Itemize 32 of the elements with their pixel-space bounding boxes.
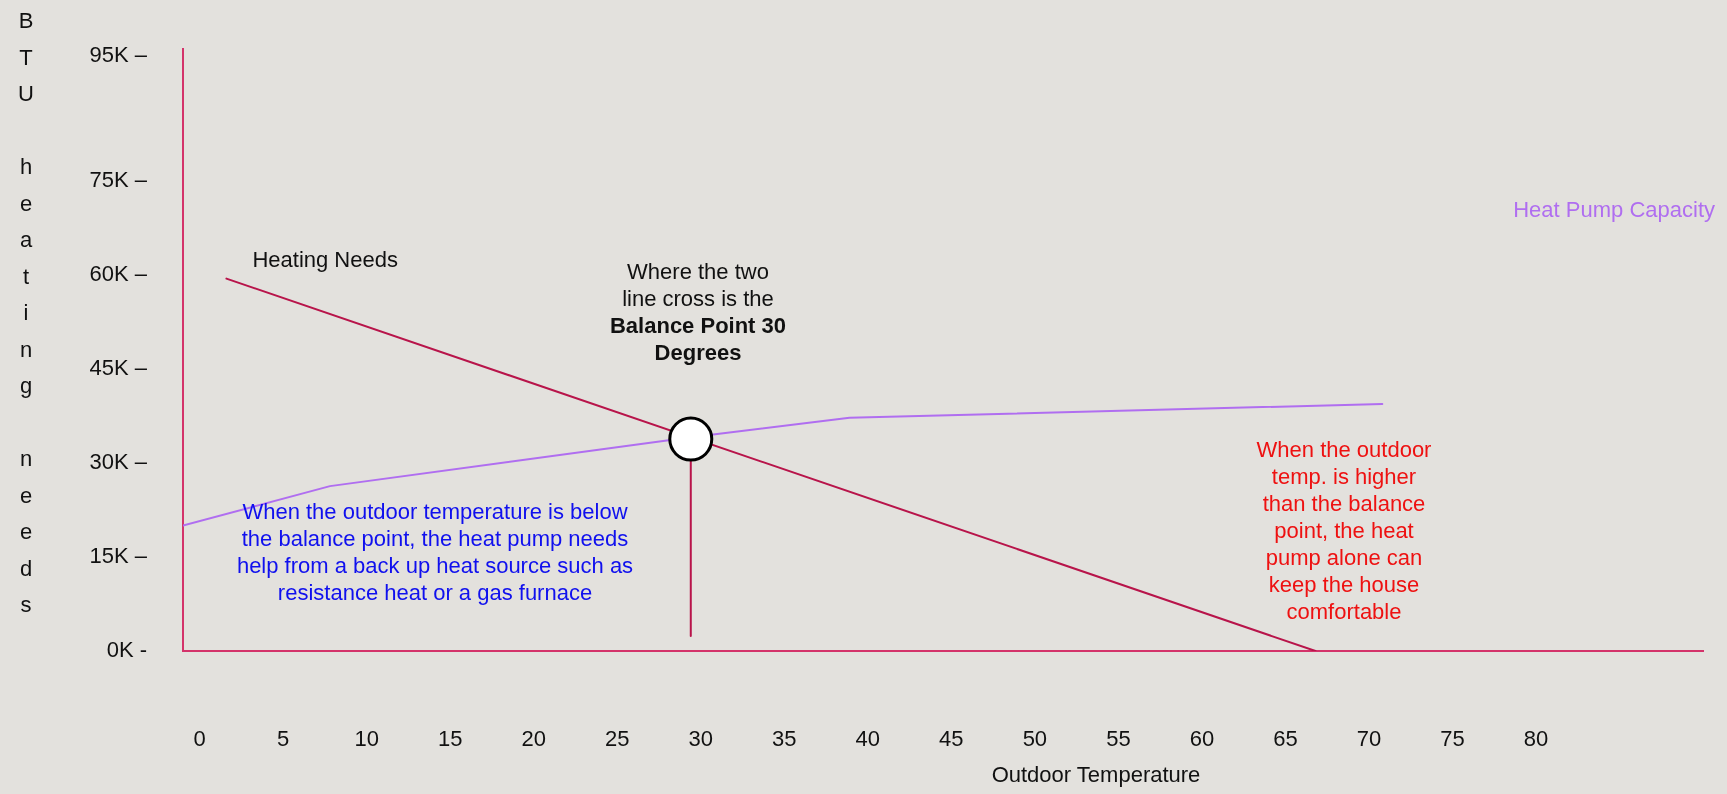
y-tick-label: 45K – — [89, 354, 148, 380]
annotation: Where the two line cross is the — [622, 259, 774, 312]
x-tick-label: 80 — [1523, 726, 1549, 752]
y-tick-label: 75K – — [89, 166, 148, 192]
x-tick-label: 35 — [772, 726, 797, 752]
y-tick-label: 15K – — [89, 543, 148, 569]
x-tick-label: 75 — [1440, 726, 1465, 752]
x-tick-label: 15 — [438, 726, 463, 752]
y-tick-label: 95K – — [89, 41, 148, 67]
text: Heat Pump Capacity — [1513, 197, 1715, 223]
x-tick-label: 10 — [354, 726, 379, 752]
x-tick-label: 70 — [1356, 726, 1382, 752]
x-tick-label: 20 — [521, 726, 547, 752]
y-tick-label: 30K – — [89, 449, 148, 474]
annotation: When the outdoor temperature is below the balance point, the heat pump needs help from a back up heat source such as resistance heat or a gas furnace — [236, 499, 634, 606]
y-tick-label: 0K - — [106, 637, 147, 663]
x-tick-label: 50 — [1022, 726, 1048, 752]
x-tick-label: 5 — [277, 726, 290, 752]
annotation: When the outdoor temp. is higher than the balance point, the heat pump alone can keep the house comfortable — [1256, 437, 1432, 625]
x-tick-label: 65 — [1273, 726, 1298, 752]
x-tick-label: 30 — [688, 726, 714, 752]
y-tick-label: 60K – — [89, 260, 148, 286]
x-tick-label: 45 — [939, 726, 964, 752]
x-tick-label: 25 — [605, 726, 630, 752]
series-label: Heating Needs — [252, 246, 398, 272]
x-tick-label: 0 — [193, 726, 206, 752]
text: BTU heating needs — [18, 8, 34, 618]
x-tick-label: 40 — [855, 726, 881, 752]
x-axis-title: Outdoor Temperature — [991, 762, 1201, 788]
annotation: Balance Point 30 Degrees — [609, 313, 787, 366]
x-tick-label: 55 — [1106, 726, 1131, 752]
x-tick-label: 60 — [1189, 726, 1215, 752]
